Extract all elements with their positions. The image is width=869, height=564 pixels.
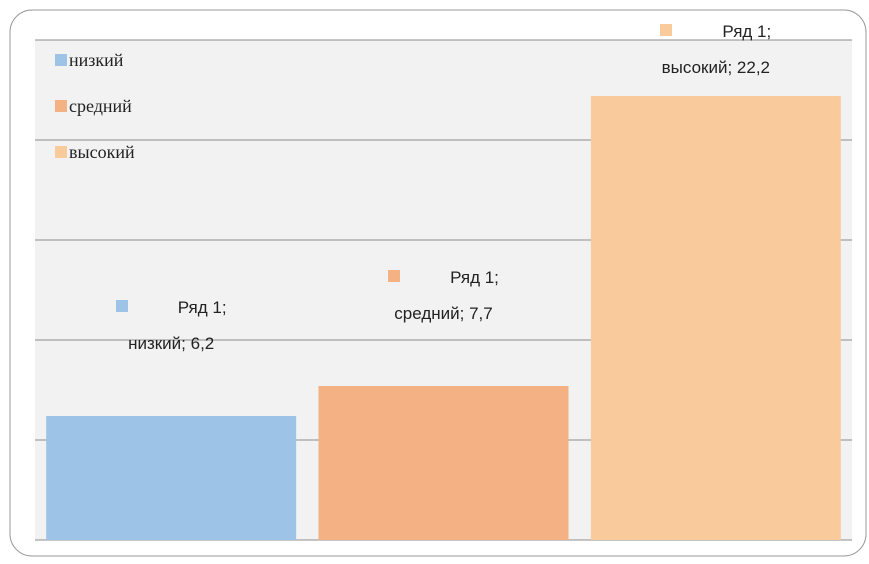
legend-entry: средний [55, 96, 132, 117]
legend-entry: высокий [55, 142, 135, 163]
label-key [115, 300, 128, 312]
label-text: Ряд 1; низкий; 6,2 [128, 298, 227, 353]
data-label: Ряд 1; средний; 7,7 [364, 260, 524, 332]
label-key [660, 24, 673, 36]
label-key [388, 270, 401, 282]
legend-label: средний [69, 96, 132, 116]
label-text: Ряд 1; высокий; 22,2 [661, 22, 772, 77]
legend-entry: низкий [55, 50, 123, 71]
legend-label: низкий [69, 50, 124, 70]
legend-label: высокий [69, 142, 135, 162]
bar [590, 96, 841, 540]
legend-key [55, 146, 67, 158]
label-text: Ряд 1; средний; 7,7 [394, 268, 499, 323]
legend-key [55, 54, 67, 66]
bar [46, 416, 297, 540]
data-label: Ряд 1; высокий; 22,2 [636, 14, 796, 86]
legend-key [55, 100, 67, 112]
bar [318, 386, 569, 540]
data-label: Ряд 1; низкий; 6,2 [91, 290, 251, 362]
